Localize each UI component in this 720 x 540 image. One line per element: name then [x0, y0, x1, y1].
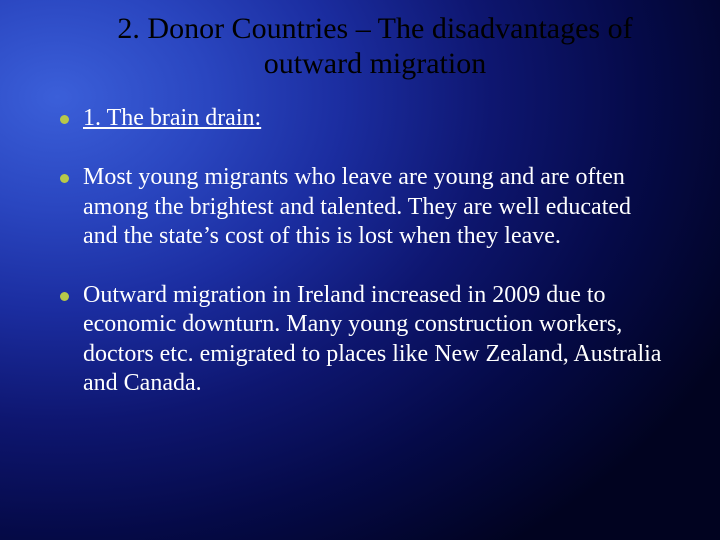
bullet-text: Outward migration in Ireland increased i… [83, 281, 670, 398]
slide-body: 1. The brain drain: Most young migrants … [60, 104, 670, 428]
slide: 2. Donor Countries – The disadvantages o… [0, 0, 720, 540]
slide-title: 2. Donor Countries – The disadvantages o… [70, 12, 680, 81]
bullet-item: Most young migrants who leave are young … [60, 163, 670, 251]
bullet-text: Most young migrants who leave are young … [83, 163, 670, 251]
bullet-icon [60, 292, 69, 301]
bullet-text: 1. The brain drain: [83, 104, 670, 133]
bullet-item: Outward migration in Ireland increased i… [60, 281, 670, 398]
bullet-icon [60, 115, 69, 124]
bullet-item: 1. The brain drain: [60, 104, 670, 133]
bullet-icon [60, 174, 69, 183]
